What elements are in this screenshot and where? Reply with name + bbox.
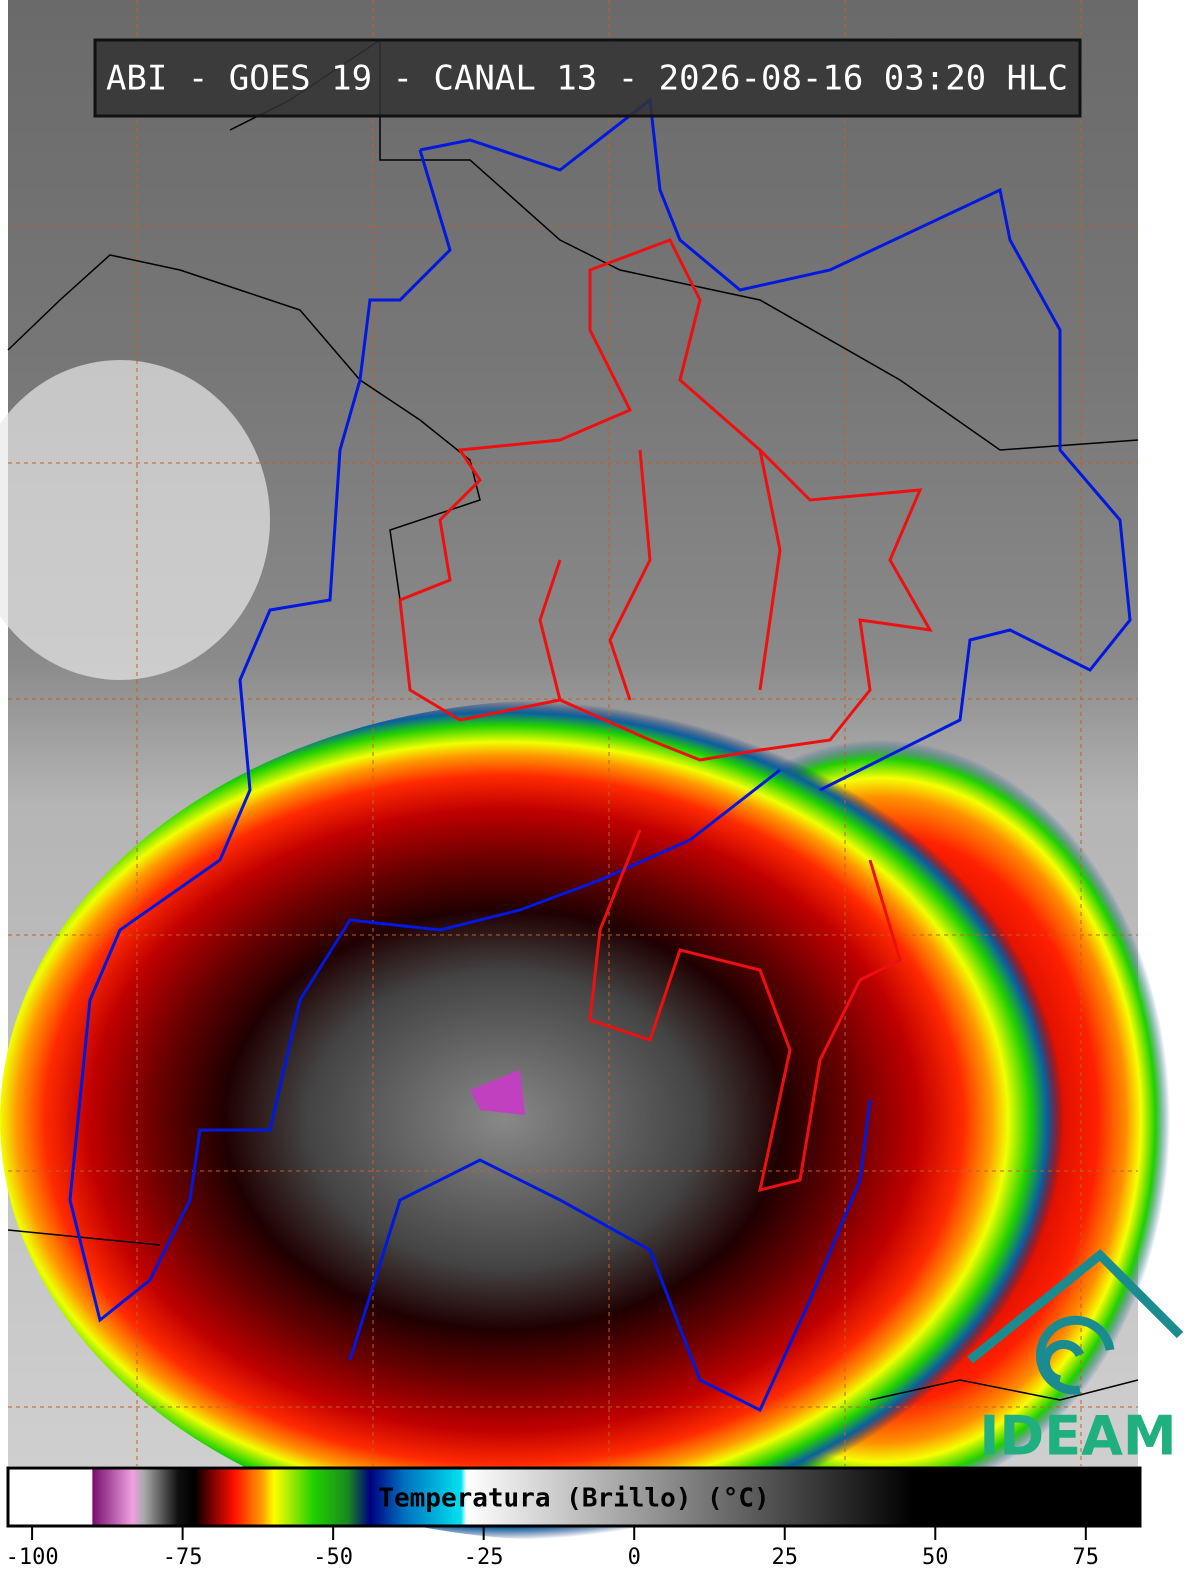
municipal-borders: [398, 238, 933, 1193]
cold-top: [470, 1070, 525, 1115]
colorbar-tick-label: -25: [464, 1545, 504, 1570]
bright-clouds: [0, 360, 270, 680]
colorbar-tick-label: 0: [628, 1545, 641, 1570]
colorbar: [6, 1466, 1142, 1528]
title-box: [93, 38, 1082, 118]
colorbar-label: Temperatura (Brillo) (°C): [378, 1484, 769, 1514]
colorbar-tick-label: 25: [771, 1545, 798, 1570]
title: ABI - GOES 19 - CANAL 13 - 2026-08-16 03…: [106, 59, 1068, 99]
colorbar-tick-label: 75: [1073, 1545, 1100, 1570]
colorbar-tick-label: 50: [922, 1545, 949, 1570]
colorbar-tick-label: -100: [6, 1545, 59, 1570]
logo-text: IDEAM: [979, 1405, 1176, 1468]
logo-mark: [967, 1248, 1184, 1395]
colorbar-tick-label: -75: [163, 1545, 203, 1570]
colorbar-tick-label: -50: [313, 1545, 353, 1570]
storm-core: [0, 700, 1120, 1540]
